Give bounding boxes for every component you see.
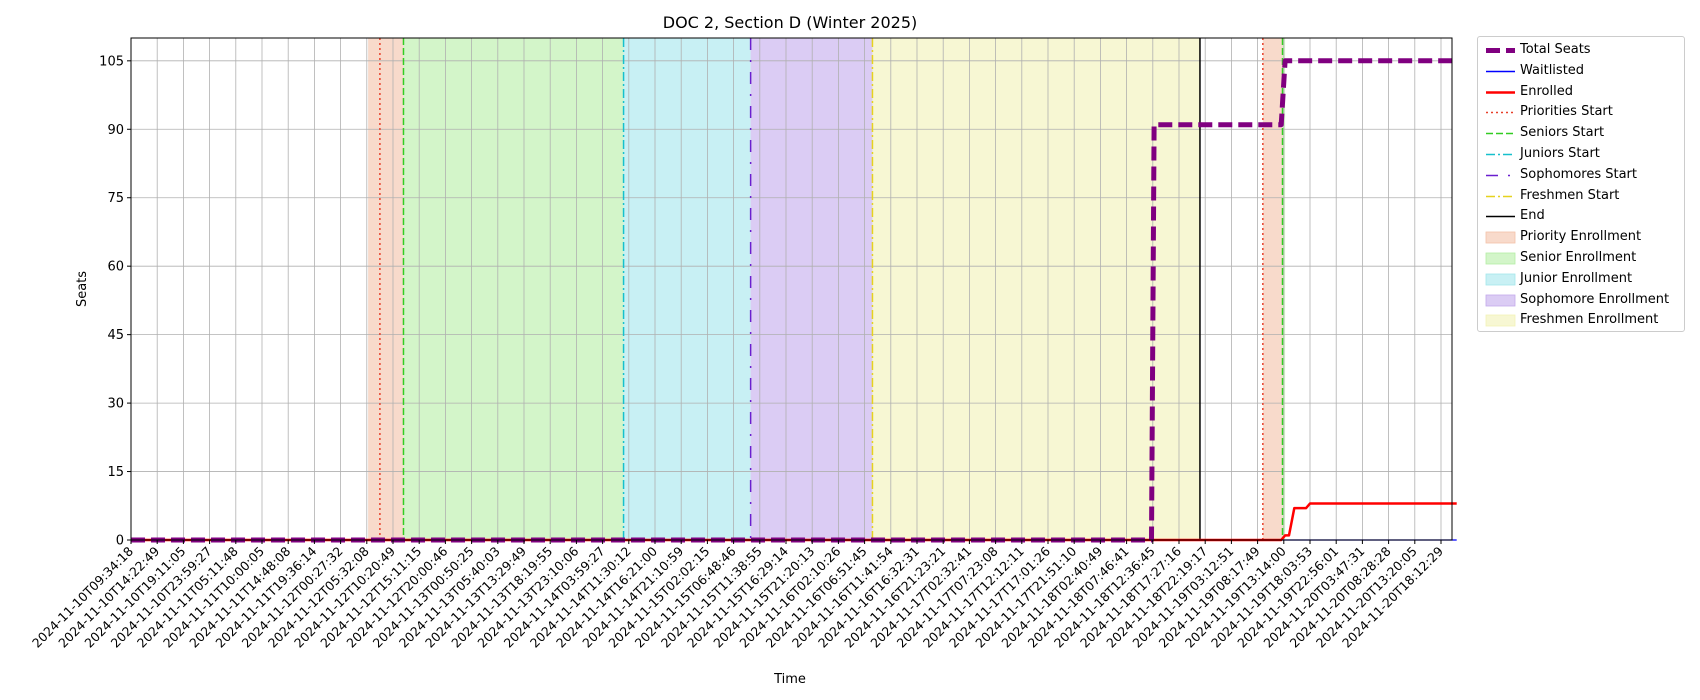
y-tick-label: 105: [99, 54, 124, 69]
legend-label: Freshmen Enrollment: [1520, 312, 1659, 328]
y-tick-label: 15: [107, 465, 124, 480]
legend-label: Priorities Start: [1520, 104, 1613, 120]
legend-swatch: [1486, 216, 1515, 218]
legend-label: Juniors Start: [1520, 146, 1600, 161]
legend-swatch: [1486, 153, 1515, 156]
legend-item: Sophomores Start: [1478, 165, 1684, 185]
legend-label: Junior Enrollment: [1520, 270, 1633, 286]
legend-label: Priority Enrollment: [1520, 229, 1642, 245]
legend: Total Seats Waitlisted Enrolled Priorities …: [1477, 36, 1685, 332]
region-sophomore-enrollment: [750, 38, 873, 540]
legend-swatch: [1486, 112, 1515, 114]
legend-label: Sophomore Enrollment: [1520, 291, 1670, 307]
legend-swatch: [1485, 231, 1516, 244]
vertical-markers: [379, 38, 1284, 540]
y-tick-label: 0: [116, 534, 124, 549]
legend-label: Sophomores Start: [1520, 166, 1637, 182]
region-priority-enrollment: [368, 38, 404, 540]
legend-swatch: [1485, 314, 1516, 327]
legend-label: End: [1520, 208, 1545, 224]
region-priority-enrollment: [1262, 38, 1283, 540]
legend-swatch: [1486, 90, 1515, 94]
axes: [130, 37, 1453, 541]
y-tick-label: 75: [107, 191, 124, 206]
x-axis-label: Time: [773, 672, 806, 687]
plot-frame: [130, 37, 1453, 541]
legend-item: Juniors Start: [1478, 144, 1684, 164]
legend-item: Priorities Start: [1478, 102, 1684, 122]
legend-item: Seniors Start: [1478, 123, 1684, 143]
region-freshmen-enrollment: [872, 38, 1200, 540]
region-senior-enrollment: [403, 38, 624, 540]
y-tick-label: 30: [107, 397, 124, 412]
legend-swatch: [1486, 70, 1515, 73]
legend-item: Freshmen Start: [1478, 186, 1684, 206]
legend-item: Senior Enrollment: [1478, 248, 1684, 268]
legend-label: Enrolled: [1520, 83, 1573, 99]
region-junior-enrollment: [623, 38, 751, 540]
legend-item: Junior Enrollment: [1478, 269, 1684, 289]
x-tick-labels: 2024-11-10T09:34:182024-11-10T14:22:4920…: [29, 540, 1446, 651]
y-axis-label: Seats: [75, 271, 90, 307]
legend-item: Freshmen Enrollment: [1478, 310, 1684, 330]
legend-swatch: [1485, 273, 1516, 286]
legend-patch: [1485, 294, 1516, 306]
legend-item: Enrolled: [1478, 82, 1684, 102]
legend-patch: [1485, 252, 1516, 265]
legend-label: Freshmen Start: [1520, 187, 1620, 203]
legend-swatch: [1485, 294, 1516, 306]
legend-item: End: [1478, 206, 1684, 226]
y-tick-label: 45: [107, 328, 124, 343]
legend-patch: [1485, 314, 1516, 327]
legend-item: Total Seats: [1478, 40, 1684, 60]
legend-swatch: [1486, 174, 1515, 177]
shaded-regions: [368, 38, 1286, 540]
legend-label: Waitlisted: [1520, 62, 1585, 78]
legend-swatch: [1486, 195, 1515, 197]
legend-patch: [1485, 231, 1516, 244]
legend-item: Priority Enrollment: [1478, 227, 1684, 247]
legend-item: Waitlisted: [1478, 61, 1684, 81]
y-tick-label: 60: [107, 260, 124, 275]
legend-swatch: [1486, 48, 1515, 53]
legend-label: Total Seats: [1520, 42, 1591, 57]
legend-label: Seniors Start: [1520, 125, 1605, 141]
y-tick-labels: 0 15 30 45 60 75 90 105: [99, 54, 131, 549]
series-enrolled: [131, 502, 1457, 542]
legend-swatch: [1486, 132, 1515, 135]
legend-label: Senior Enrollment: [1520, 250, 1637, 265]
legend-item: Sophomore Enrollment: [1478, 290, 1684, 310]
chart-title: DOC 2, Section D (Winter 2025): [663, 13, 918, 32]
legend-patch: [1485, 273, 1516, 286]
grid-lines: [130, 38, 1452, 541]
legend-swatch: [1485, 252, 1516, 265]
y-tick-label: 90: [107, 123, 124, 138]
